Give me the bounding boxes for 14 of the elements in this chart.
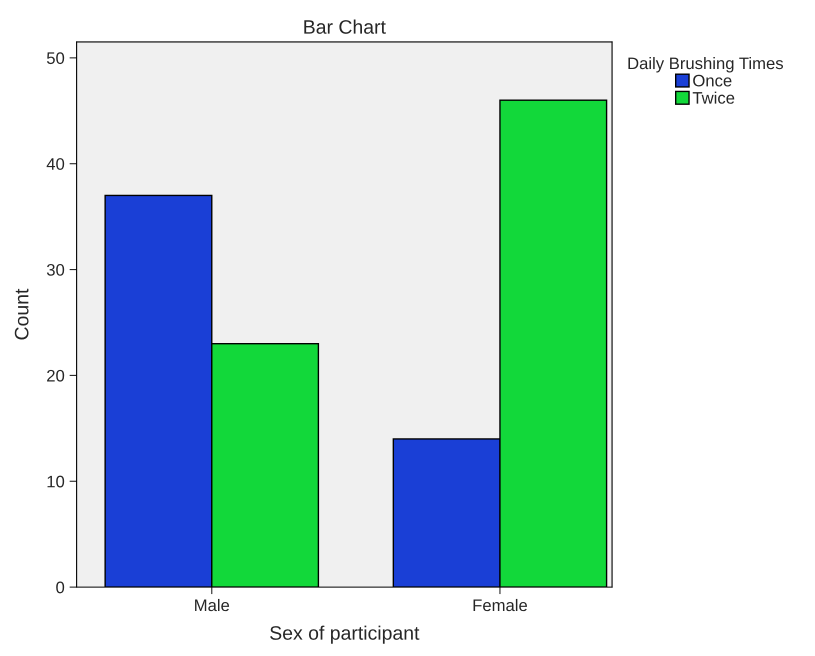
x-tick-label: Female [474, 598, 528, 612]
legend-title: Daily Brushing Times [628, 56, 783, 73]
legend-label: Twice [692, 92, 734, 104]
y-tick-label: 0 [56, 582, 64, 594]
y-tick-label: 10 [48, 476, 64, 488]
y-tick-label: 30 [46, 264, 64, 276]
y-tick-label: 20 [47, 370, 64, 382]
legend-label: Once [693, 74, 732, 87]
y-tick-label: 40 [46, 158, 64, 170]
x-axis-title: Sex of participant [270, 626, 420, 644]
chart-title: Bar Chart [304, 20, 386, 34]
y-axis-title: Count [14, 288, 29, 340]
y-tick-label: 50 [46, 52, 64, 64]
x-tick-label: Male [195, 598, 230, 612]
